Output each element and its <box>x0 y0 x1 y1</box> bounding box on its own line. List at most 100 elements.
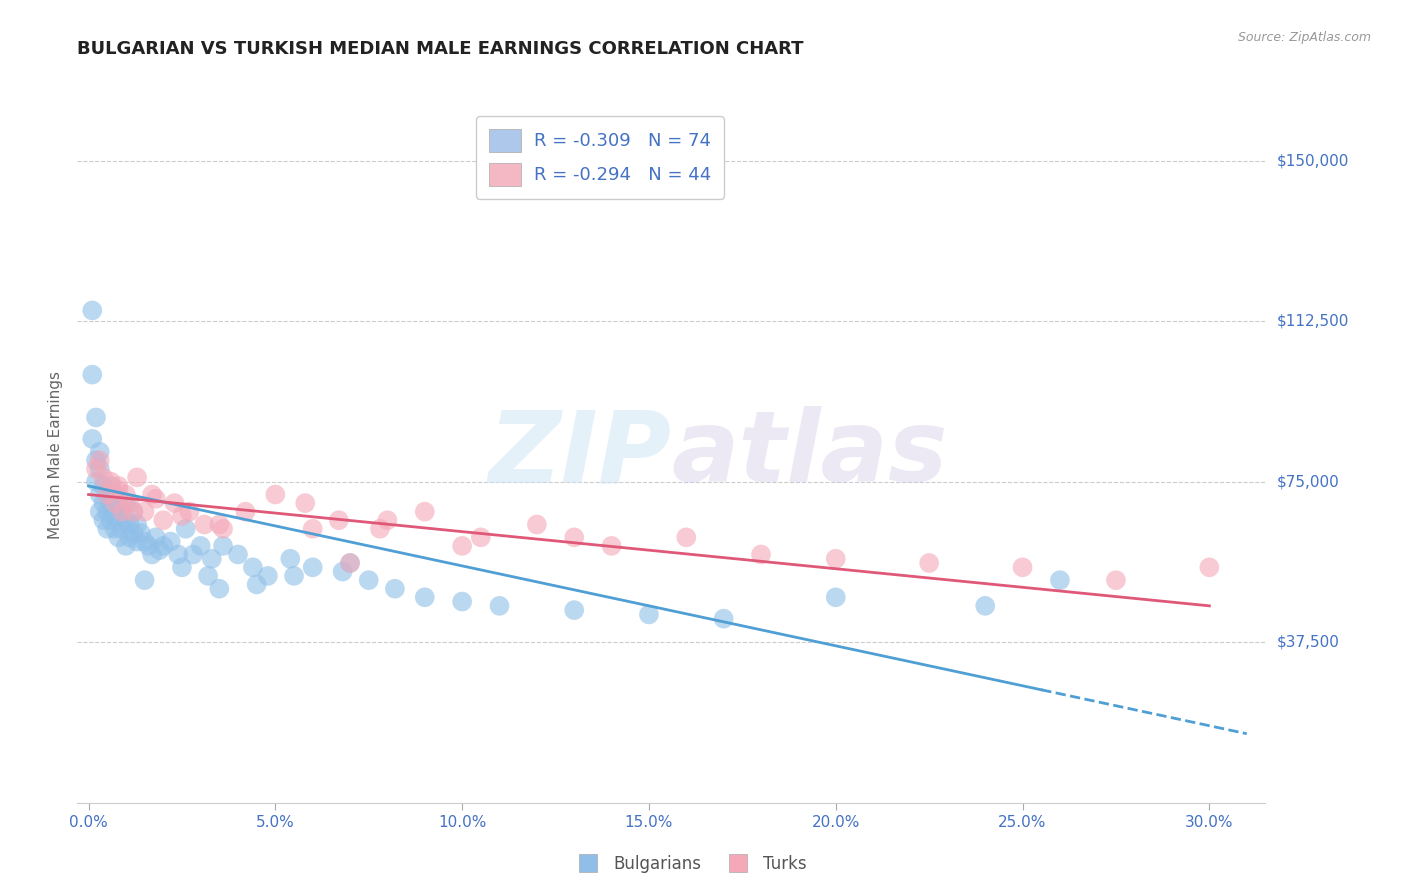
Point <box>127 517 149 532</box>
Point <box>152 513 174 527</box>
Point <box>127 534 149 549</box>
Point <box>526 517 548 532</box>
Point <box>301 560 323 574</box>
Point <box>115 513 138 527</box>
Point <box>96 487 118 501</box>
Text: $150,000: $150,000 <box>1277 153 1348 168</box>
Point <box>100 475 122 489</box>
Point <box>278 551 301 566</box>
Point <box>118 530 141 544</box>
Point <box>170 508 193 523</box>
Point <box>89 505 111 519</box>
Legend: R = -0.309   N = 74, R = -0.294   N = 44: R = -0.309 N = 74, R = -0.294 N = 44 <box>477 116 724 199</box>
Text: atlas: atlas <box>672 407 948 503</box>
Point <box>264 487 287 501</box>
Text: ZIP: ZIP <box>488 407 672 503</box>
Point <box>145 491 167 506</box>
Point <box>242 560 264 574</box>
Point <box>107 530 129 544</box>
Point <box>84 462 107 476</box>
Point <box>145 530 167 544</box>
Point <box>1049 573 1071 587</box>
Point <box>328 513 350 527</box>
Point <box>115 487 138 501</box>
Point <box>84 453 107 467</box>
Point <box>384 582 406 596</box>
Point <box>600 539 623 553</box>
Point <box>181 548 204 562</box>
Point <box>197 569 219 583</box>
Point <box>749 548 772 562</box>
Point <box>339 556 361 570</box>
Point <box>118 496 141 510</box>
Point <box>562 530 585 544</box>
Point <box>208 517 231 532</box>
Point <box>451 594 474 608</box>
Point <box>93 470 115 484</box>
Point <box>413 505 436 519</box>
Point <box>100 513 122 527</box>
Point <box>332 565 354 579</box>
Point <box>562 603 585 617</box>
Point <box>89 453 111 467</box>
Point <box>246 577 269 591</box>
Point <box>257 569 280 583</box>
Point <box>212 522 235 536</box>
Point <box>134 573 156 587</box>
Point <box>413 591 436 605</box>
Point <box>488 599 510 613</box>
Point <box>134 534 156 549</box>
Point <box>136 539 159 553</box>
Point <box>974 599 997 613</box>
Point <box>122 505 145 519</box>
Point <box>134 505 156 519</box>
Point <box>1105 573 1128 587</box>
Point <box>82 432 104 446</box>
Text: Source: ZipAtlas.com: Source: ZipAtlas.com <box>1237 31 1371 45</box>
Point <box>96 505 118 519</box>
Point <box>201 551 224 566</box>
Text: $112,500: $112,500 <box>1277 314 1348 328</box>
Point <box>377 513 399 527</box>
Point <box>129 526 152 541</box>
Point <box>179 505 201 519</box>
Point <box>824 551 846 566</box>
Point <box>107 496 129 510</box>
Point <box>675 530 697 544</box>
Point <box>1011 560 1033 574</box>
Point <box>93 479 115 493</box>
Y-axis label: Median Male Earnings: Median Male Earnings <box>48 371 63 539</box>
Point <box>96 522 118 536</box>
Point <box>226 548 249 562</box>
Point <box>148 543 170 558</box>
Point <box>1198 560 1220 574</box>
Point <box>283 569 305 583</box>
Point <box>115 539 138 553</box>
Point <box>190 539 212 553</box>
Point <box>89 444 111 458</box>
Point <box>212 539 235 553</box>
Point <box>451 539 474 553</box>
Point <box>104 487 127 501</box>
Point <box>111 505 134 519</box>
Point <box>167 548 190 562</box>
Point <box>235 505 257 519</box>
Point <box>163 496 186 510</box>
Point <box>100 479 122 493</box>
Point <box>159 534 181 549</box>
Point <box>301 522 323 536</box>
Point <box>368 522 391 536</box>
Point <box>107 513 129 527</box>
Point <box>107 483 129 498</box>
Point <box>104 522 127 536</box>
Point <box>141 548 163 562</box>
Point <box>96 487 118 501</box>
Point <box>89 487 111 501</box>
Point <box>107 479 129 493</box>
Point <box>104 496 127 510</box>
Point <box>357 573 380 587</box>
Point <box>111 505 134 519</box>
Point <box>339 556 361 570</box>
Point <box>638 607 661 622</box>
Point <box>84 410 107 425</box>
